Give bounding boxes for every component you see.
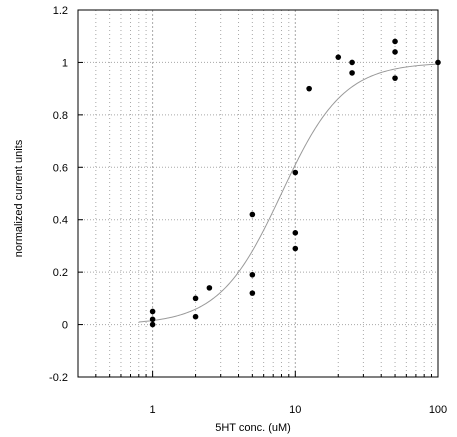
- data-point: [149, 316, 156, 323]
- grid: [77, 10, 438, 377]
- data-point: [292, 230, 299, 236]
- data-point: [292, 169, 299, 176]
- y-axis-title: normalized current units: [13, 139, 25, 257]
- data-point: [292, 245, 299, 252]
- data-point: [306, 85, 312, 92]
- data-point: [349, 59, 355, 66]
- fit-curve: [138, 63, 439, 323]
- x-tick-label: 10: [289, 404, 301, 416]
- y-tick-label: 0.4: [53, 215, 68, 227]
- y-tick-label: -0.2: [49, 372, 68, 384]
- y-tick-label: 1.2: [53, 5, 68, 17]
- x-tick-label: 100: [429, 404, 447, 416]
- data-point: [249, 290, 256, 296]
- data-point: [249, 271, 256, 278]
- axis-ticks: [77, 9, 432, 378]
- data-point: [349, 70, 355, 76]
- y-tick-labels: -0.2 0 0.2 0.4 0.6 0.8 1 1.2: [49, 5, 68, 384]
- plot-frame: [77, 9, 439, 378]
- y-tick-label: 0: [62, 320, 68, 332]
- data-point: [335, 54, 342, 60]
- y-tick-label: 1: [62, 57, 68, 69]
- data-point: [149, 308, 156, 315]
- data-point: [192, 313, 199, 320]
- data-point: [149, 321, 156, 328]
- x-axis-title: 5HT conc. (uM): [215, 422, 291, 434]
- data-point: [206, 285, 213, 291]
- y-tick-label: 0.2: [53, 267, 68, 279]
- data-point: [435, 59, 441, 66]
- x-tick-label: 1: [150, 404, 156, 416]
- y-tick-label: 0.8: [53, 110, 68, 122]
- data-point: [192, 295, 199, 302]
- data-point: [392, 49, 398, 55]
- data-point: [392, 38, 398, 45]
- y-tick-label: 0.6: [53, 162, 68, 174]
- data-point: [249, 211, 256, 218]
- x-tick-labels: 1 10 100: [150, 404, 448, 416]
- data-points: [149, 38, 441, 328]
- data-point: [392, 75, 398, 81]
